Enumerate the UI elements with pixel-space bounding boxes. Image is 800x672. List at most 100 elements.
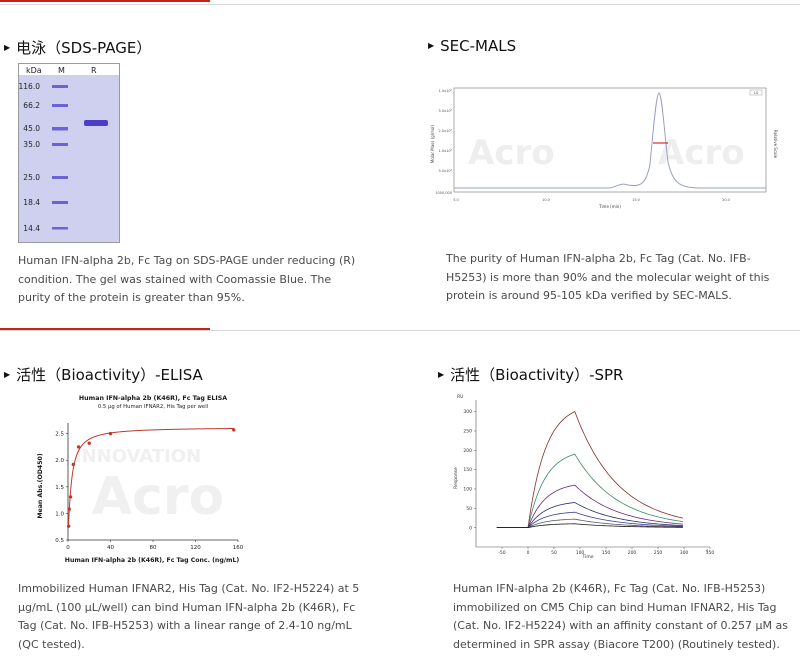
- mid-divider: [0, 330, 800, 331]
- bullet-triangle-icon: ▶: [428, 41, 435, 50]
- elisa-data-point: [232, 428, 236, 432]
- spr-x-tick-label: 100: [576, 550, 585, 556]
- elisa-watermark: Acro: [92, 467, 224, 527]
- svg-text:1000.000: 1000.000: [435, 191, 452, 195]
- sec-xlabel: Time (min): [598, 204, 621, 209]
- sec-legend: LS: [754, 91, 759, 95]
- spr-sensorgram-curve: [496, 502, 683, 529]
- bullet-triangle-icon: ▶: [438, 370, 445, 379]
- spr-y-tick-label: 0: [469, 525, 472, 531]
- elisa-data-point: [87, 441, 91, 445]
- sds-page-title: ▶ 电泳（SDS-PAGE）: [4, 39, 152, 57]
- elisa-data-point: [67, 507, 71, 511]
- elisa-data-point: [68, 495, 73, 499]
- elisa-x-tick-label: 40: [107, 545, 114, 551]
- sec-mals-chart: Acro Acro 1.0x10⁶ 5.0x10⁵ 2.0x10⁵ 1.0x10…: [430, 87, 778, 209]
- elisa-y-tick-label: 2.5: [55, 432, 64, 438]
- sec-ylabel-left: Molar Mass (g/mol): [430, 124, 435, 163]
- elisa-chart-subtitle: 0.5 μg of Human IFNAR2, His Tag per well: [98, 404, 208, 410]
- elisa-x-tick-label: 160: [233, 545, 244, 551]
- sds-page-gel: kDa M R 116.0 66.2 45.0 35.0 25.0 18.4 1…: [18, 63, 120, 243]
- elisa-data-point: [108, 431, 113, 436]
- spr-y-unit: RU: [457, 394, 463, 400]
- svg-text:2.0x10⁵: 2.0x10⁵: [439, 129, 453, 133]
- spr-x-unit: s: [706, 549, 709, 554]
- spr-sensorgram-curve: [496, 484, 683, 529]
- mid-accent-left: [0, 328, 210, 330]
- elisa-y-tick-label: 0.5: [55, 538, 64, 544]
- gel-lane-r-label: R: [91, 66, 97, 75]
- spr-sensorgram-curve: [496, 453, 684, 529]
- elisa-y-tick-label: 1.0: [55, 511, 64, 517]
- spr-y-tick-label: 100: [463, 487, 472, 493]
- sec-trace: [454, 92, 766, 189]
- elisa-y-tick-label: 1.5: [55, 485, 64, 491]
- elisa-description: Immobilized Human IFNAR2, His Tag (Cat. …: [18, 582, 360, 651]
- elisa-fit-curve: [68, 428, 234, 526]
- spr-sensorgram-curve: [496, 523, 683, 529]
- elisa-y-label: Mean Abs.(OD450): [37, 453, 44, 518]
- spr-x-tick-label: 150: [602, 550, 611, 556]
- marker-label: 18.4: [23, 198, 40, 207]
- sample-band: [84, 120, 108, 126]
- spr-x-tick-label: -50: [498, 550, 505, 556]
- elisa-data-point: [76, 445, 81, 449]
- spr-y-tick-label: 200: [463, 448, 472, 454]
- gel-kda-label: kDa: [26, 66, 42, 75]
- sds-page-description: Human IFN-alpha 2b, Fc Tag on SDS-PAGE u…: [18, 254, 356, 305]
- watermark: Acro: [468, 133, 555, 173]
- svg-text:1.0x10⁶: 1.0x10⁶: [439, 89, 453, 93]
- svg-text:5.0: 5.0: [453, 198, 459, 202]
- svg-text:1.0x10⁵: 1.0x10⁵: [439, 149, 453, 153]
- sec-mals-title: ▶ SEC-MALS: [428, 37, 517, 55]
- elisa-chart-title: Human IFN-alpha 2b (K46R), Fc Tag ELISA: [79, 395, 227, 402]
- elisa-x-label: Human IFN-alpha 2b (K46R), Fc Tag Conc. …: [65, 557, 240, 564]
- top-accent-left: [0, 0, 210, 2]
- marker-label: 116.0: [19, 82, 41, 91]
- spr-x-tick-label: 0: [527, 550, 530, 556]
- elisa-y-tick-label: 2.0: [55, 458, 64, 464]
- spr-x-tick-label: 250: [654, 550, 663, 556]
- marker-label: 25.0: [23, 173, 40, 182]
- spr-sensorgram-curve: [496, 511, 683, 529]
- elisa-data-point: [71, 462, 76, 467]
- spr-title: ▶ 活性（Bioactivity）-SPR: [438, 366, 624, 384]
- bullet-triangle-icon: ▶: [4, 370, 11, 379]
- spr-x-tick-label: 200: [628, 550, 637, 556]
- marker-label: 14.4: [23, 224, 40, 233]
- top-divider: [0, 4, 800, 5]
- elisa-data-point: [66, 524, 71, 528]
- elisa-title: ▶ 活性（Bioactivity）-ELISA: [4, 366, 203, 384]
- svg-text:5.0x10⁵: 5.0x10⁵: [439, 109, 453, 113]
- svg-text:5.0x10⁴: 5.0x10⁴: [439, 169, 453, 173]
- elisa-x-tick-label: 120: [190, 545, 201, 551]
- spr-x-tick-label: 300: [680, 550, 689, 556]
- spr-x-tick-label: 50: [551, 550, 557, 556]
- elisa-x-tick-label: 0: [66, 545, 70, 551]
- sec-mals-description: The purity of Human IFN-alpha 2b, Fc Tag…: [446, 252, 770, 303]
- elisa-chart: Human IFN-alpha 2b (K46R), Fc Tag ELISA …: [37, 395, 244, 564]
- sec-ylabel-right: Relative Scale: [773, 130, 778, 159]
- svg-text:15.0: 15.0: [632, 198, 640, 202]
- spr-y-tick-label: 250: [463, 429, 472, 435]
- elisa-x-tick-label: 80: [150, 545, 157, 551]
- spr-x-label: Time: [581, 554, 593, 560]
- spr-sensorgram-curve: [496, 411, 684, 529]
- marker-label: 35.0: [23, 140, 40, 149]
- spr-description: Human IFN-alpha 2b (K46R), Fc Tag (Cat. …: [453, 582, 788, 651]
- marker-label: 66.2: [23, 101, 40, 110]
- watermark: Acro: [658, 133, 745, 173]
- bullet-triangle-icon: ▶: [4, 43, 11, 52]
- gel-lane-m-label: M: [58, 66, 65, 75]
- spr-chart: RU Response Time s 0 50 100 150 200 250 300 -50…: [453, 394, 715, 560]
- spr-y-tick-label: 300: [463, 409, 472, 415]
- marker-label: 45.0: [23, 124, 40, 133]
- spr-x-tick-label: 350: [706, 550, 715, 556]
- spr-y-tick-label: 50: [466, 506, 472, 512]
- svg-text:10.0: 10.0: [542, 198, 550, 202]
- spr-y-tick-label: 150: [463, 467, 472, 473]
- spr-sensorgram-curve: [496, 518, 683, 529]
- spr-y-label: Response: [453, 467, 459, 489]
- svg-text:20.0: 20.0: [722, 198, 730, 202]
- elisa-watermark-small: INNOVATION: [75, 446, 201, 467]
